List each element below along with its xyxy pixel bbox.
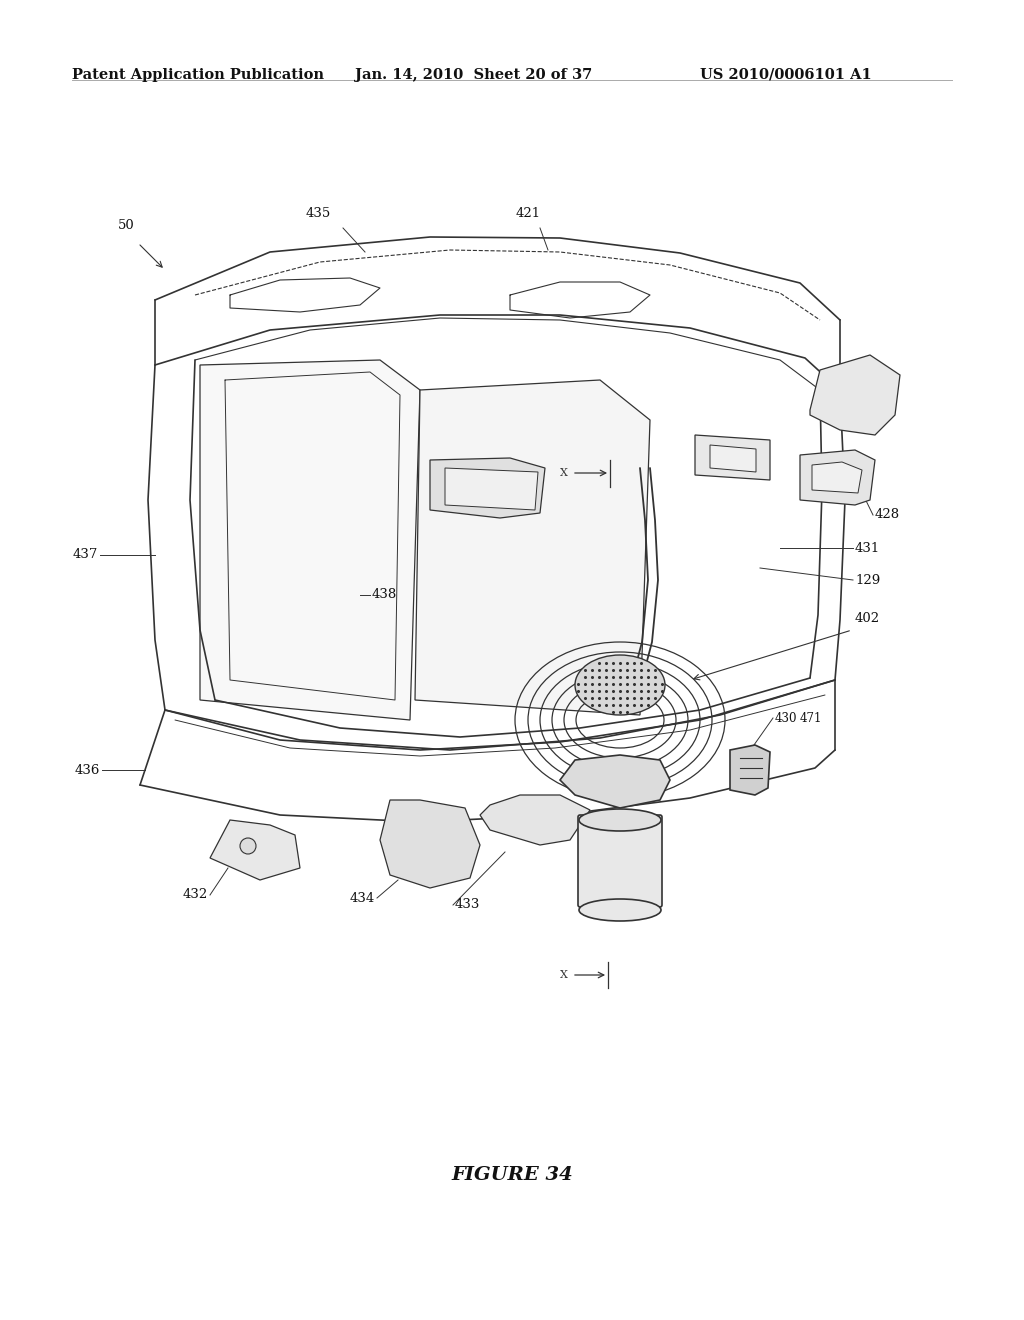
FancyBboxPatch shape — [578, 814, 662, 907]
Text: 436: 436 — [75, 763, 100, 776]
Text: 432: 432 — [182, 888, 208, 902]
Text: X: X — [560, 970, 568, 979]
Ellipse shape — [575, 655, 665, 715]
Polygon shape — [210, 820, 300, 880]
Polygon shape — [380, 800, 480, 888]
Text: 438: 438 — [372, 589, 397, 602]
Polygon shape — [445, 469, 538, 510]
Text: 402: 402 — [855, 611, 880, 624]
Ellipse shape — [579, 899, 662, 921]
Text: 428: 428 — [874, 508, 900, 521]
Circle shape — [240, 838, 256, 854]
Polygon shape — [200, 360, 420, 719]
Text: X: X — [560, 469, 568, 478]
Text: Patent Application Publication: Patent Application Publication — [72, 69, 324, 82]
Polygon shape — [810, 355, 900, 436]
Polygon shape — [415, 380, 650, 715]
Text: 129: 129 — [855, 573, 881, 586]
Polygon shape — [730, 744, 770, 795]
Polygon shape — [480, 795, 590, 845]
Text: 421: 421 — [515, 207, 541, 220]
Text: 435: 435 — [305, 207, 331, 220]
Text: FIGURE 34: FIGURE 34 — [452, 1166, 572, 1184]
Text: Jan. 14, 2010  Sheet 20 of 37: Jan. 14, 2010 Sheet 20 of 37 — [355, 69, 592, 82]
Polygon shape — [710, 445, 756, 473]
Ellipse shape — [579, 809, 662, 832]
Polygon shape — [800, 450, 874, 506]
Polygon shape — [560, 755, 670, 808]
Text: 437: 437 — [73, 549, 98, 561]
Text: 431: 431 — [855, 541, 881, 554]
Text: 430: 430 — [775, 711, 798, 725]
Polygon shape — [812, 462, 862, 492]
Text: 471: 471 — [800, 711, 822, 725]
Text: US 2010/0006101 A1: US 2010/0006101 A1 — [700, 69, 871, 82]
Polygon shape — [695, 436, 770, 480]
Polygon shape — [430, 458, 545, 517]
Text: 434: 434 — [350, 891, 375, 904]
Text: 433: 433 — [455, 899, 480, 912]
Text: 50: 50 — [118, 219, 135, 232]
